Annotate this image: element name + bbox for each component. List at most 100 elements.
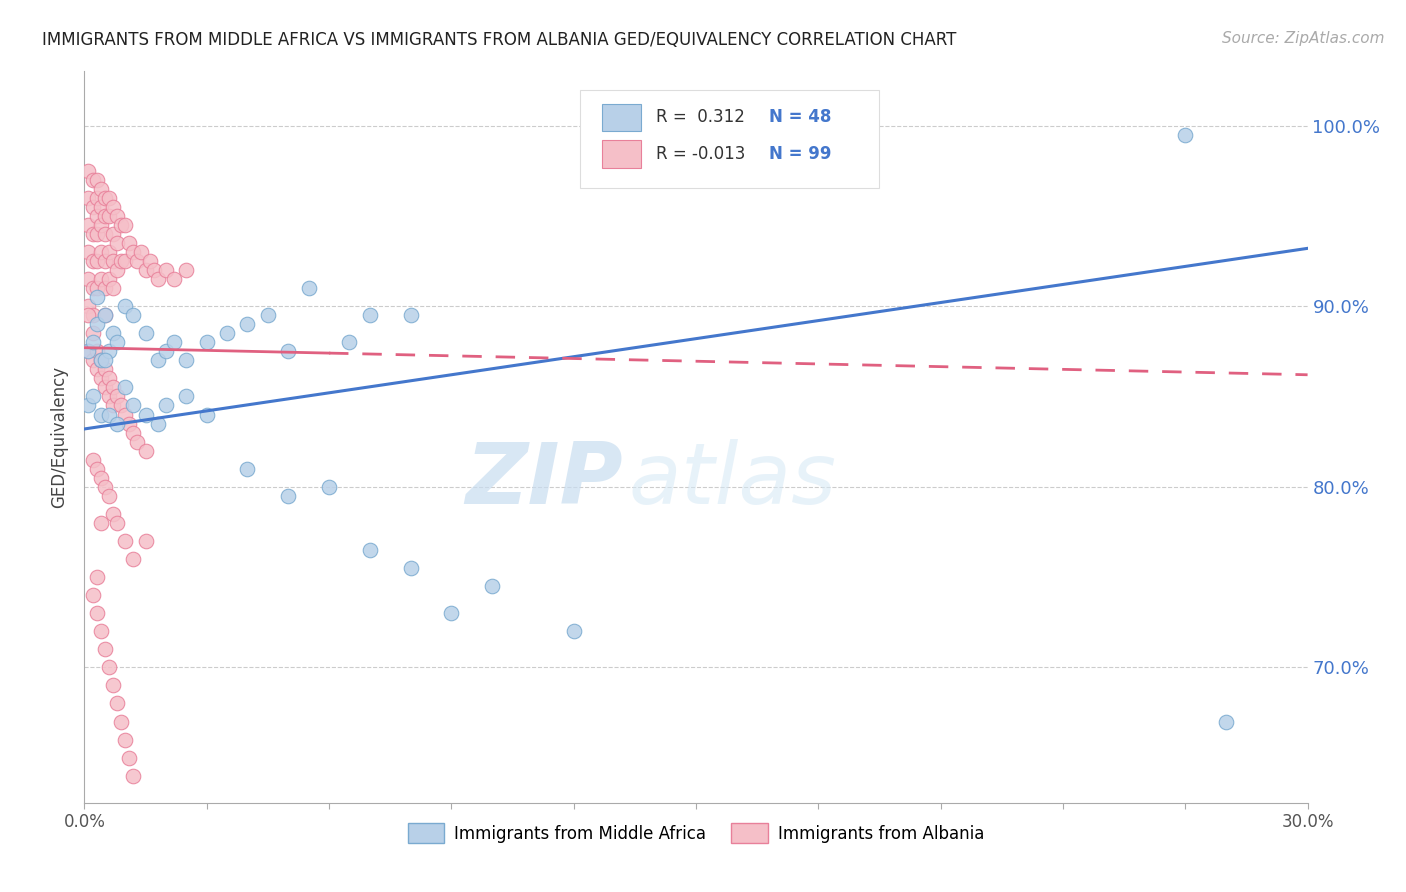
Point <box>101 254 124 268</box>
Point <box>101 326 124 341</box>
Point <box>86 191 108 205</box>
Point <box>93 254 115 268</box>
Point <box>277 489 299 503</box>
Point <box>236 317 259 331</box>
Point <box>97 244 120 259</box>
Point <box>195 408 218 422</box>
Point <box>127 434 149 449</box>
Point <box>90 200 112 214</box>
Text: IMMIGRANTS FROM MIDDLE AFRICA VS IMMIGRANTS FROM ALBANIA GED/EQUIVALENCY CORRELA: IMMIGRANTS FROM MIDDLE AFRICA VS IMMIGRA… <box>42 31 956 49</box>
Point <box>93 308 115 322</box>
Point <box>86 317 108 331</box>
Point <box>86 606 108 620</box>
Point <box>135 443 157 458</box>
Text: atlas: atlas <box>628 440 837 523</box>
Point <box>122 308 145 322</box>
Point <box>105 417 128 431</box>
Point <box>93 209 115 223</box>
Point <box>97 371 120 385</box>
Point <box>135 408 157 422</box>
Point <box>318 480 340 494</box>
Point <box>118 417 141 431</box>
Point <box>82 200 104 214</box>
Point <box>90 182 112 196</box>
Point <box>77 308 100 322</box>
Point <box>359 308 381 322</box>
Point <box>90 272 112 286</box>
Point <box>105 389 128 403</box>
Text: N = 48: N = 48 <box>769 109 832 127</box>
Point <box>110 399 132 413</box>
Point <box>105 235 128 250</box>
Y-axis label: GED/Equivalency: GED/Equivalency <box>51 366 69 508</box>
Point <box>101 227 124 241</box>
Point <box>93 380 115 394</box>
Point <box>146 353 169 368</box>
Point <box>122 399 145 413</box>
Point <box>118 235 141 250</box>
Point <box>138 254 160 268</box>
Point <box>174 353 197 368</box>
FancyBboxPatch shape <box>579 90 880 188</box>
Point <box>86 344 108 359</box>
Point <box>155 344 177 359</box>
Point <box>86 172 108 186</box>
Point <box>399 308 422 322</box>
Point <box>90 516 112 530</box>
Point <box>77 244 100 259</box>
Point <box>77 191 100 205</box>
Point <box>90 471 112 485</box>
Text: N = 99: N = 99 <box>769 145 832 163</box>
Point <box>105 335 128 350</box>
Point <box>101 507 124 521</box>
Point <box>122 244 145 259</box>
Point <box>97 389 120 403</box>
Point <box>77 163 100 178</box>
FancyBboxPatch shape <box>602 103 641 131</box>
Point <box>105 263 128 277</box>
Point <box>77 344 100 359</box>
Point <box>440 606 463 620</box>
Point <box>359 543 381 558</box>
Point <box>77 344 100 359</box>
Point <box>135 533 157 548</box>
Point <box>114 408 136 422</box>
Text: R =  0.312: R = 0.312 <box>655 109 745 127</box>
Point <box>101 399 124 413</box>
Point <box>90 624 112 639</box>
Point <box>82 588 104 602</box>
Point <box>174 263 197 277</box>
Point <box>93 191 115 205</box>
Point <box>195 335 218 350</box>
Point <box>86 570 108 584</box>
Point <box>101 281 124 295</box>
Point <box>93 281 115 295</box>
Point <box>77 399 100 413</box>
Point <box>97 272 120 286</box>
Point <box>155 399 177 413</box>
Point <box>90 408 112 422</box>
Point <box>93 353 115 368</box>
Point <box>77 272 100 286</box>
Point <box>163 335 186 350</box>
Point <box>114 299 136 313</box>
Point <box>339 335 361 350</box>
Point <box>90 353 112 368</box>
Text: R = -0.013: R = -0.013 <box>655 145 745 163</box>
FancyBboxPatch shape <box>602 140 641 168</box>
Point <box>155 263 177 277</box>
Point <box>1215 714 1237 729</box>
Point <box>86 461 108 475</box>
Point <box>146 272 169 286</box>
Point <box>93 362 115 376</box>
Point <box>174 389 197 403</box>
Point <box>93 642 115 657</box>
Point <box>101 380 124 394</box>
Point <box>114 254 136 268</box>
Point <box>82 452 104 467</box>
Point <box>163 272 186 286</box>
Point <box>101 200 124 214</box>
Point <box>77 218 100 232</box>
Point <box>127 254 149 268</box>
Point <box>122 425 145 440</box>
